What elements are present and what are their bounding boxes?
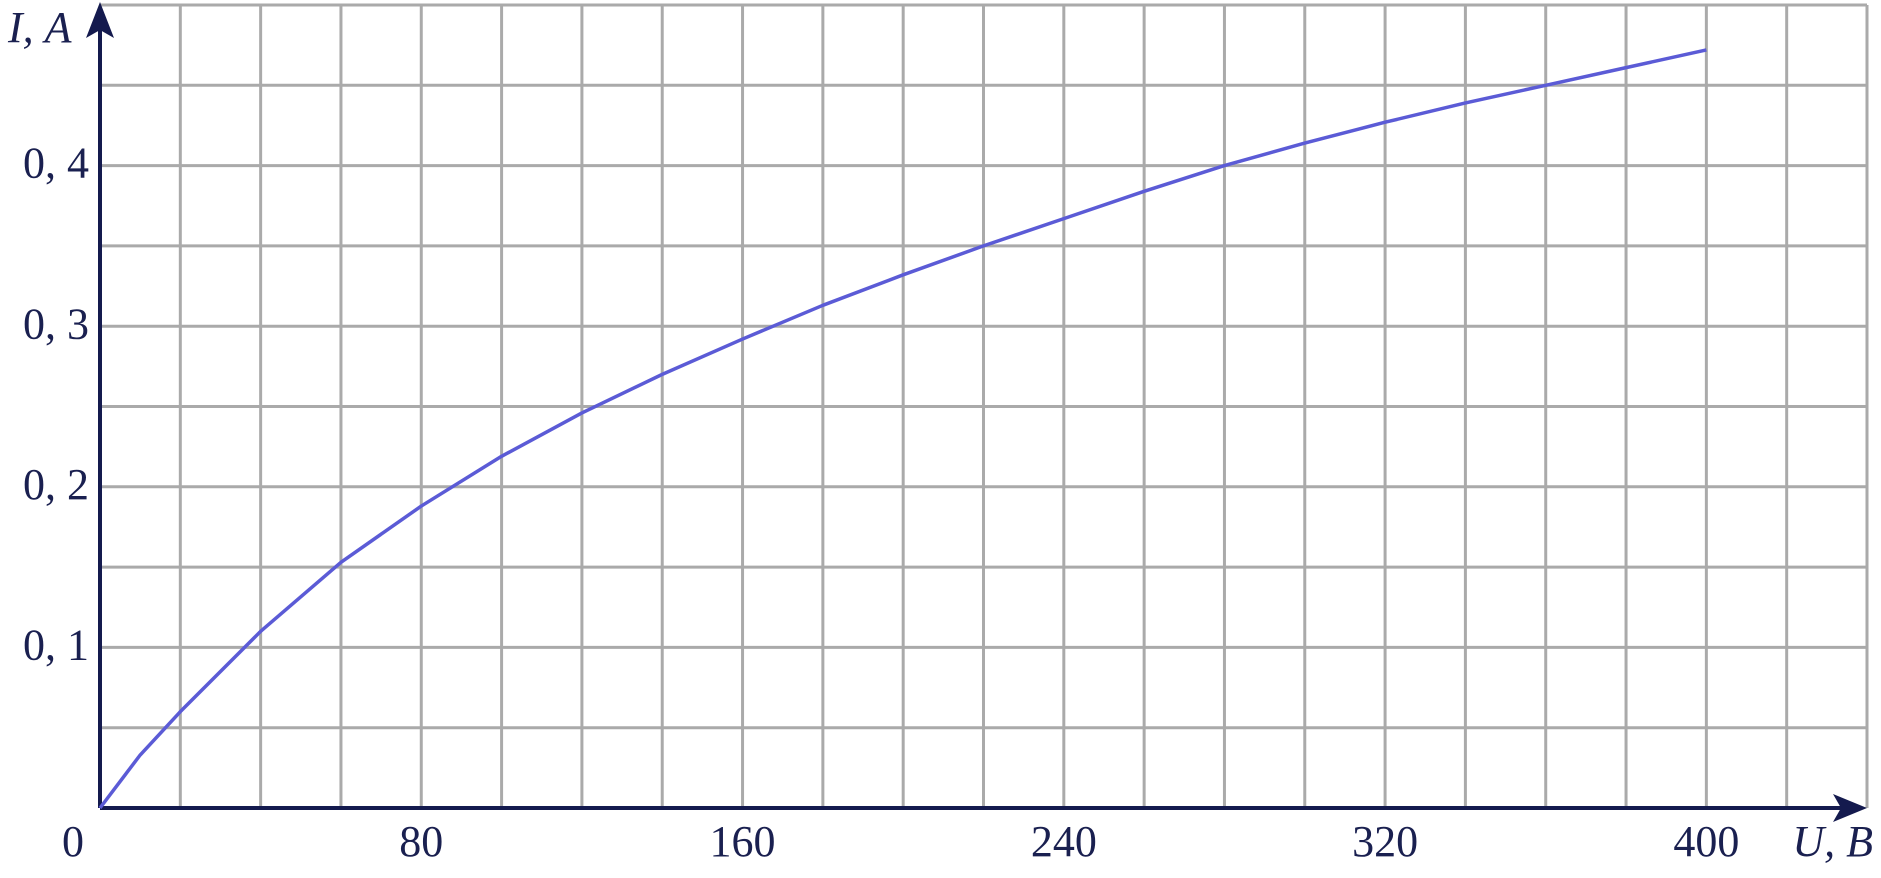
- x-tick-label: 240: [1031, 817, 1097, 866]
- x-tick-label: 160: [710, 817, 776, 866]
- x-tick-label: 0: [62, 817, 84, 866]
- x-axis-arrow: [1833, 794, 1867, 822]
- data-line: [98, 48, 1707, 810]
- y-axis-arrow: [86, 2, 114, 38]
- y-tick-label: 0, 3: [23, 299, 89, 348]
- y-axis-label: I, А: [7, 3, 73, 52]
- x-axis-label: U, В: [1792, 817, 1873, 866]
- grid: [100, 3, 1869, 808]
- x-tick-label: 400: [1673, 817, 1739, 866]
- x-tick-label: 320: [1352, 817, 1418, 866]
- x-tick-label: 80: [399, 817, 443, 866]
- plot: [98, 48, 1707, 810]
- y-tick-label: 0, 4: [23, 139, 89, 188]
- y-tick-label: 0, 2: [23, 460, 89, 509]
- axes: 0 80 160 240 320 400 0, 1 0, 2 0, 3 0, 4: [23, 2, 1867, 866]
- y-tick-label: 0, 1: [23, 620, 89, 669]
